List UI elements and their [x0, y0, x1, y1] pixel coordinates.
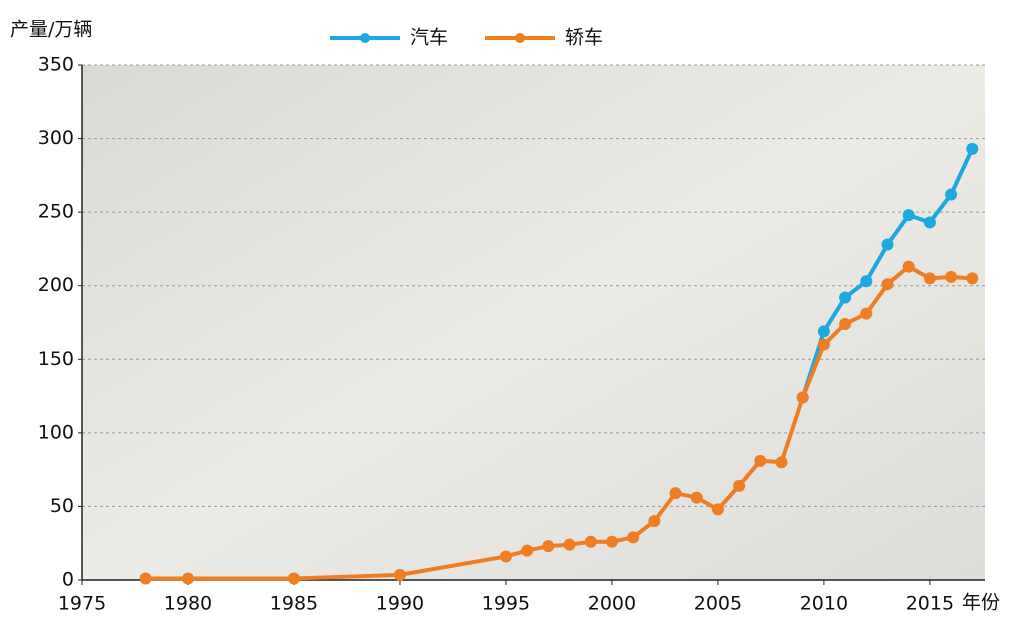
y-tick-label: 100 [38, 421, 74, 443]
data-point [775, 456, 788, 469]
y-tick-label: 250 [38, 201, 74, 223]
data-point [839, 317, 852, 330]
data-point [881, 278, 894, 291]
x-tick-label: 2005 [694, 593, 742, 615]
data-point [881, 238, 894, 251]
data-point [711, 503, 724, 516]
data-point [966, 272, 979, 285]
y-tick-label: 50 [50, 495, 74, 517]
x-tick-label: 1975 [58, 593, 106, 615]
data-point [839, 291, 852, 304]
legend-marker [515, 33, 525, 43]
legend-marker [360, 33, 370, 43]
data-point [393, 568, 406, 581]
data-point [923, 216, 936, 229]
data-point [542, 540, 555, 553]
data-point [796, 391, 809, 404]
x-axis-label: 年份 [962, 592, 1000, 614]
data-point [945, 270, 958, 283]
data-point [499, 550, 512, 563]
legend-label: 轿车 [565, 27, 603, 49]
data-point [966, 142, 979, 155]
y-tick-label: 350 [38, 54, 74, 76]
x-tick-label: 2015 [906, 593, 954, 615]
y-tick-label: 0 [62, 569, 74, 591]
data-point [923, 272, 936, 285]
data-point [860, 275, 873, 288]
legend-label: 汽车 [410, 27, 448, 49]
data-point [945, 188, 958, 201]
data-point [754, 454, 767, 467]
data-point [902, 260, 915, 273]
y-tick-label: 300 [38, 127, 74, 149]
data-point [648, 515, 661, 528]
x-tick-label: 1990 [376, 593, 424, 615]
data-point [521, 544, 534, 557]
data-point [902, 209, 915, 222]
data-point [627, 531, 640, 544]
x-tick-label: 1985 [270, 593, 318, 615]
data-point [690, 491, 703, 504]
y-tick-label: 200 [38, 274, 74, 296]
y-axis-label: 产量/万辆 [10, 19, 92, 41]
data-point [733, 479, 746, 492]
x-tick-label: 2010 [800, 593, 848, 615]
data-point [287, 572, 300, 585]
x-tick-label: 1980 [164, 593, 212, 615]
data-point [605, 535, 618, 548]
data-point [139, 572, 152, 585]
plot-background [82, 65, 985, 580]
data-point [181, 572, 194, 585]
data-point [584, 535, 597, 548]
x-tick-label: 1995 [482, 593, 530, 615]
data-point [669, 487, 682, 500]
data-point [860, 307, 873, 320]
data-point [817, 325, 830, 338]
y-tick-label: 150 [38, 348, 74, 370]
data-point [563, 538, 576, 551]
x-tick-label: 2000 [588, 593, 636, 615]
data-point [817, 338, 830, 351]
